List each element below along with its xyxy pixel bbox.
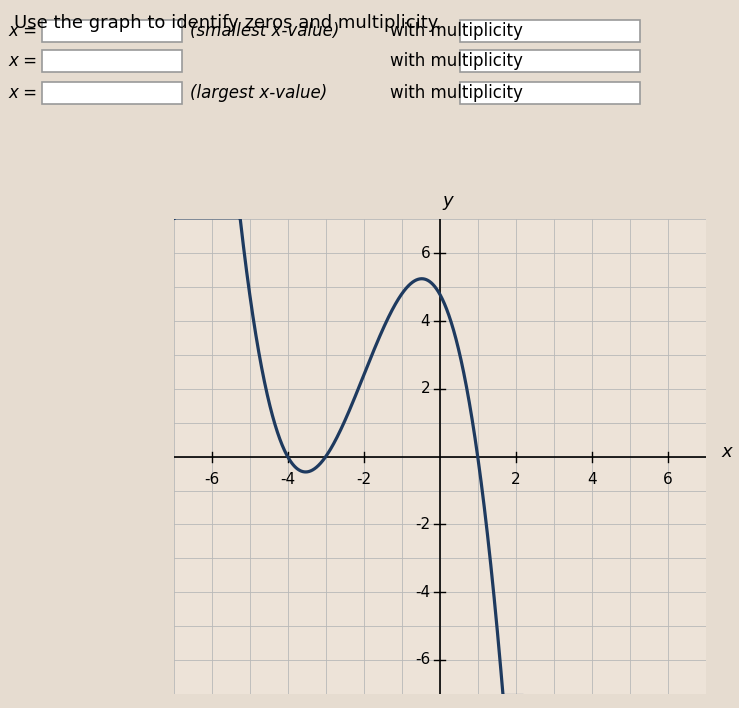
Text: with multiplicity: with multiplicity (390, 84, 523, 102)
Text: -6: -6 (204, 472, 219, 487)
Text: -6: -6 (415, 653, 430, 668)
Text: (largest x-value): (largest x-value) (190, 84, 327, 102)
Text: -4: -4 (415, 585, 430, 600)
Bar (42, 82, 182, 104)
Bar (460, 20, 640, 42)
Text: 2: 2 (511, 472, 520, 487)
Text: -2: -2 (415, 517, 430, 532)
Text: y: y (442, 192, 452, 210)
Text: x =: x = (8, 84, 37, 102)
Bar (42, 20, 182, 42)
Bar (460, 82, 640, 104)
Text: 6: 6 (420, 246, 430, 261)
Bar (460, 50, 640, 72)
Bar (42, 50, 182, 72)
Text: x: x (721, 442, 732, 461)
Text: 6: 6 (663, 472, 672, 487)
Text: Use the graph to identify zeros and multiplicity.: Use the graph to identify zeros and mult… (14, 14, 441, 32)
Text: x =: x = (8, 22, 37, 40)
Text: 4: 4 (587, 472, 596, 487)
Text: with multiplicity: with multiplicity (390, 52, 523, 70)
Text: x =: x = (8, 52, 37, 70)
Text: with multiplicity: with multiplicity (390, 22, 523, 40)
Text: (smallest x-value): (smallest x-value) (190, 22, 339, 40)
Text: 4: 4 (420, 314, 430, 329)
Text: -4: -4 (280, 472, 296, 487)
Text: -2: -2 (356, 472, 371, 487)
Text: 2: 2 (420, 382, 430, 396)
